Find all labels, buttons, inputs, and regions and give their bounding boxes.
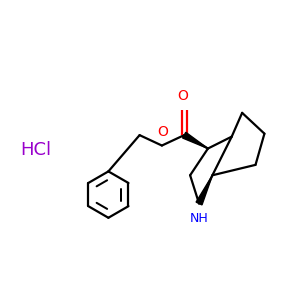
- Text: NH: NH: [190, 212, 208, 225]
- Polygon shape: [183, 132, 208, 148]
- Polygon shape: [196, 175, 212, 205]
- Text: O: O: [177, 89, 188, 103]
- Text: O: O: [157, 125, 168, 139]
- Text: HCl: HCl: [20, 141, 51, 159]
